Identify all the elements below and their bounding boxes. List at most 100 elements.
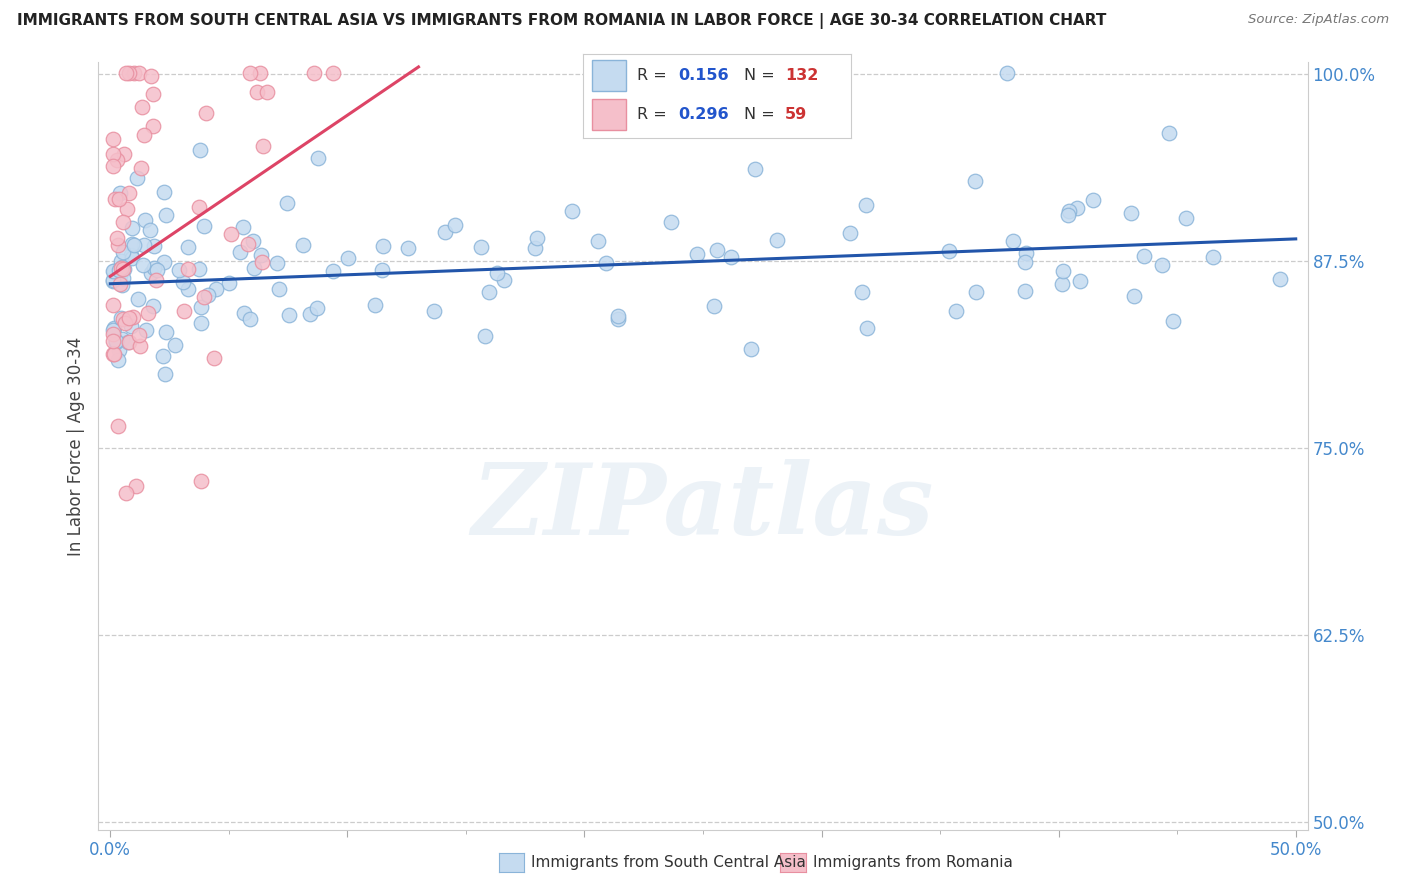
Point [108, 193, 131, 207]
Point [607, 312, 630, 326]
Point [115, 486, 138, 500]
Point [122, 238, 145, 252]
Point [104, 334, 127, 348]
Point [118, 186, 141, 201]
Point [108, 343, 131, 358]
Point [101, 159, 124, 173]
Point [239, 312, 262, 326]
Point [105, 231, 128, 245]
Point [1069, 274, 1091, 288]
Point [197, 288, 219, 302]
Point [142, 119, 165, 133]
Point [965, 174, 987, 188]
Bar [592, 99, 626, 130]
Point [127, 292, 149, 306]
Bar [592, 61, 626, 91]
Point [121, 221, 143, 235]
Point [167, 263, 190, 277]
Point [155, 326, 177, 340]
Point [114, 316, 136, 330]
Point [152, 349, 174, 363]
Point [112, 261, 135, 276]
Text: R =: R = [637, 68, 672, 83]
Point [190, 474, 212, 488]
Point [104, 192, 127, 206]
Point [128, 66, 150, 80]
Point [243, 261, 266, 276]
Point [1014, 285, 1036, 299]
Point [252, 139, 274, 153]
Point [142, 87, 165, 101]
Point [205, 282, 228, 296]
Point [307, 151, 329, 165]
Y-axis label: In Labor Force | Age 30-34: In Labor Force | Age 30-34 [66, 336, 84, 556]
Point [607, 309, 630, 323]
Point [1270, 271, 1292, 285]
Point [132, 237, 155, 252]
Point [118, 66, 141, 80]
Point [112, 271, 135, 285]
Point [190, 316, 212, 330]
Point [276, 195, 298, 210]
Point [474, 328, 496, 343]
Point [239, 66, 262, 80]
Point [101, 298, 124, 312]
Point [134, 213, 156, 227]
Point [256, 85, 278, 99]
Point [112, 312, 135, 326]
Point [101, 264, 124, 278]
Text: 59: 59 [785, 107, 807, 122]
Point [740, 342, 762, 356]
Point [744, 161, 766, 176]
Point [232, 306, 254, 320]
Point [299, 307, 322, 321]
Point [851, 285, 873, 300]
Point [995, 66, 1018, 80]
Text: 0.296: 0.296 [678, 107, 728, 122]
Point [1132, 249, 1154, 263]
Point [120, 319, 142, 334]
Point [1015, 245, 1038, 260]
Point [103, 264, 125, 278]
Point [720, 251, 742, 265]
Point [1119, 205, 1142, 219]
Text: Immigrants from Romania: Immigrants from Romania [813, 855, 1012, 870]
Point [112, 147, 135, 161]
Text: N =: N = [744, 68, 780, 83]
Point [101, 323, 124, 337]
Point [142, 299, 165, 313]
Point [1081, 194, 1104, 208]
Point [373, 239, 395, 253]
Text: 0.156: 0.156 [678, 68, 728, 83]
Point [111, 260, 134, 274]
Point [101, 326, 124, 341]
Point [686, 247, 709, 261]
Point [266, 256, 288, 270]
Point [105, 335, 128, 350]
Point [561, 203, 583, 218]
Point [1066, 201, 1088, 215]
Point [111, 277, 134, 292]
Point [103, 346, 125, 360]
Point [322, 66, 344, 80]
Point [145, 272, 167, 286]
Point [277, 309, 299, 323]
Point [129, 339, 152, 353]
Point [153, 255, 176, 269]
Point [364, 298, 387, 312]
Point [112, 261, 135, 276]
Point [117, 202, 139, 216]
Point [1152, 258, 1174, 272]
Point [107, 237, 129, 252]
Point [107, 353, 129, 368]
Point [1014, 254, 1036, 268]
Point [486, 266, 509, 280]
Point [706, 244, 728, 258]
Point [232, 219, 254, 234]
Text: Immigrants from South Central Asia: Immigrants from South Central Asia [531, 855, 807, 870]
Point [110, 268, 132, 282]
Point [586, 234, 609, 248]
Point [1122, 289, 1144, 303]
Point [269, 282, 291, 296]
Point [139, 69, 162, 83]
